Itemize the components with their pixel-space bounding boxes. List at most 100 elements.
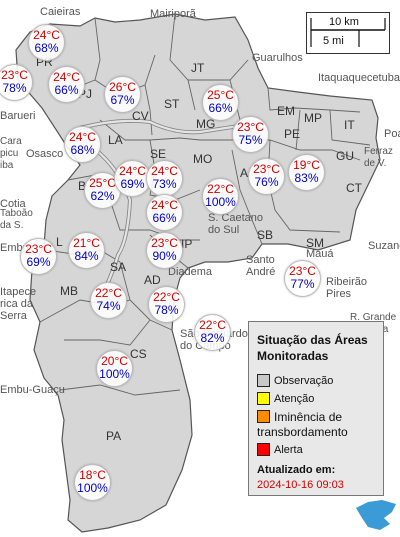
temperature: 23°C (1, 68, 28, 82)
place-guarulhos: Guarulhos (252, 52, 303, 64)
temperature: 18°C (79, 468, 106, 482)
region-pe[interactable]: PE (284, 127, 301, 141)
humidity: 100% (205, 195, 236, 209)
region-mg[interactable]: MG (196, 117, 216, 131)
station-bubble[interactable]: 26°C 67% (104, 76, 141, 113)
humidity: 77% (290, 277, 315, 291)
station-bubble[interactable]: 24°C 68% (28, 24, 65, 61)
updated-label: Atualizado em: (257, 464, 336, 476)
humidity: 78% (2, 81, 27, 95)
humidity: 68% (34, 41, 59, 55)
station-bubble[interactable]: 23°C 90% (146, 232, 183, 269)
temperature: 19°C (293, 158, 320, 172)
place-carapicuiba: Cara picu iba (0, 136, 22, 171)
legend-panel: Situação das Áreas Monitoradas Observaçã… (248, 321, 384, 496)
temperature: 24°C (151, 198, 178, 212)
temperature: 26°C (109, 80, 136, 94)
region-la[interactable]: LA (108, 133, 123, 147)
station-bubble[interactable]: 24°C 66% (146, 194, 183, 231)
temperature: 24°C (151, 164, 178, 178)
region-ad[interactable]: AD (144, 273, 161, 287)
region-se[interactable]: SE (150, 147, 167, 161)
legend-item-atencao: Atenção (257, 392, 314, 406)
region-jt[interactable]: JT (191, 61, 205, 75)
humidity: 100% (99, 367, 130, 381)
legend-label: Observação (274, 375, 334, 387)
place-osasco: Osasco (26, 148, 64, 160)
place-embu-guacu: Embu-Guaçu (0, 384, 65, 396)
scale-bar: 10 km 5 mi (306, 12, 390, 54)
place-diadema: Diadema (168, 266, 213, 278)
temperature: 22°C (95, 286, 122, 300)
temperature: 24°C (119, 164, 146, 178)
legend-label: Atenção (274, 393, 315, 405)
humidity: 100% (77, 481, 108, 495)
place-caieiras: Caieiras (40, 6, 81, 18)
station-bubble[interactable]: 23°C 69% (20, 238, 57, 275)
region-b[interactable]: B (78, 179, 87, 193)
station-bubble[interactable]: 24°C 69% (114, 160, 151, 197)
station-bubble[interactable]: 23°C 76% (248, 158, 285, 195)
place-ferraz: Ferraz de V. (364, 146, 393, 169)
temperature: 24°C (33, 28, 60, 42)
region-cv[interactable]: CV (132, 109, 149, 123)
humidity: 74% (96, 299, 121, 313)
region-pa[interactable]: PA (106, 429, 122, 443)
region-ip[interactable]: IP (181, 237, 193, 251)
station-bubble[interactable]: 25°C 66% (202, 84, 239, 121)
region-a[interactable]: A (240, 166, 249, 180)
billings-lake (356, 500, 396, 530)
region-l[interactable]: L (56, 235, 63, 249)
region-ct[interactable]: CT (346, 181, 362, 195)
region-mo[interactable]: MO (193, 152, 213, 166)
legend-item-observacao: Observação (257, 374, 333, 388)
legend-swatch (257, 410, 270, 423)
region-st[interactable]: ST (164, 97, 180, 111)
station-bubble[interactable]: 22°C 74% (90, 282, 127, 319)
station-bubble[interactable]: 22°C 82% (194, 314, 231, 351)
station-bubble[interactable]: 24°C 73% (146, 160, 183, 197)
station-bubble[interactable]: 18°C 100% (74, 464, 111, 501)
place-taboao: Taboão da S. (0, 208, 33, 231)
updated-timestamp: 2024-10-16 09:03 (257, 479, 344, 491)
temperature: 23°C (253, 162, 280, 176)
humidity: 62% (90, 189, 115, 203)
station-bubble[interactable]: 22°C 100% (202, 178, 239, 215)
scale-km-label: 10 km (329, 16, 359, 28)
station-bubble[interactable]: 23°C 78% (0, 64, 33, 101)
region-sb[interactable]: SB (257, 228, 274, 242)
station-bubble[interactable]: 23°C 75% (232, 116, 269, 153)
station-bubble[interactable]: 24°C 66% (48, 66, 85, 103)
temperature: 20°C (101, 354, 128, 368)
humidity: 67% (110, 93, 135, 107)
station-bubble[interactable]: 23°C 77% (284, 260, 321, 297)
station-bubble[interactable]: 21°C 84% (68, 232, 105, 269)
station-bubble[interactable]: 22°C 78% (148, 286, 185, 323)
temperature: 25°C (89, 176, 116, 190)
place-cotia: Cotia (0, 198, 26, 210)
region-mp[interactable]: MP (304, 111, 322, 125)
station-bubble[interactable]: 20°C 100% (96, 350, 133, 387)
humidity: 75% (238, 133, 263, 147)
region-sm[interactable]: SM (306, 236, 324, 250)
temperature: 25°C (207, 88, 234, 102)
region-it[interactable]: IT (344, 118, 355, 132)
temperature: 21°C (73, 236, 100, 250)
legend-swatch (257, 392, 270, 405)
region-em[interactable]: EM (277, 104, 295, 118)
humidity: 66% (208, 101, 233, 115)
station-bubble[interactable]: 24°C 68% (64, 126, 101, 163)
humidity: 73% (152, 177, 177, 191)
region-sa[interactable]: SA (110, 260, 127, 274)
region-cs[interactable]: CS (130, 347, 147, 361)
humidity: 82% (200, 331, 225, 345)
temperature: 24°C (69, 130, 96, 144)
legend-label: Alerta (274, 444, 303, 456)
humidity: 78% (154, 303, 179, 317)
region-gu[interactable]: GU (336, 149, 354, 163)
place-sao-caetano: S. Caetano do Sul (208, 212, 264, 236)
temperature: 23°C (151, 236, 178, 250)
region-mb[interactable]: MB (60, 284, 78, 298)
station-bubble[interactable]: 19°C 83% (288, 154, 325, 191)
